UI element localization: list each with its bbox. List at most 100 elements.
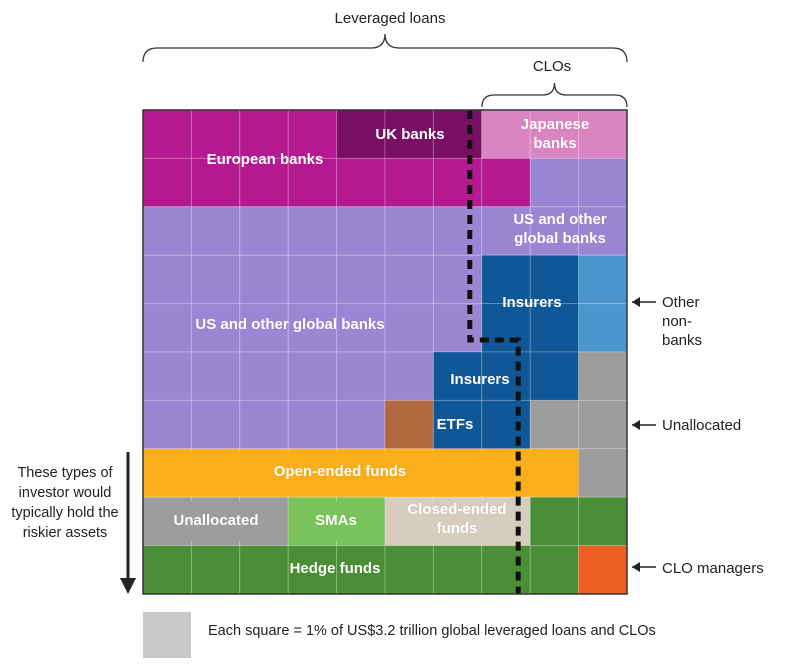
square-us-global-banks-left [432,206,483,256]
square-hedge-funds [481,545,531,595]
square-hedge-funds [190,545,241,595]
square-uk-banks [384,109,434,159]
square-us-global-banks-left [384,254,434,305]
label-unallocated-bottom: Unallocated [173,512,259,529]
square-us-global-banks-left [190,303,241,353]
square-hedge-funds [336,545,386,595]
square-us-global-banks-left [336,254,386,305]
legend-text: Each square = 1% of US$3.2 trillion glob… [208,623,656,639]
square-etfs [384,399,434,450]
square-hedge-funds [384,545,434,595]
square-japanese-banks [481,109,531,159]
square-us-global-banks-left [142,254,192,305]
square-us-global-banks-right [481,206,531,256]
leveraged-loans-brace [142,33,628,63]
label-closed-ended-funds: Closed-ended funds [407,501,507,537]
square-hedge-funds [529,496,580,547]
leveraged-loans-title: Leveraged loans [334,10,446,27]
square-us-global-banks-left [142,351,192,401]
square-insurers-clo [529,254,580,305]
square-other-non-banks [578,303,628,353]
square-us-global-banks-left [190,351,241,401]
square-us-global-banks-left [336,399,386,450]
square-us-global-banks-left [142,399,192,450]
square-other-non-banks [578,254,628,305]
square-unallocated-top [578,351,628,401]
square-us-global-banks-right [529,206,580,256]
band-closed-ended-funds [387,501,529,542]
label-insurers-loans: Insurers [450,371,510,388]
riskier-assets-note: These types of investor would typically … [11,465,119,541]
square-european-banks [432,157,483,208]
square-us-global-banks-left [287,351,338,401]
square-hedge-funds [142,545,192,595]
arrow-clo-managers-icon [632,562,656,572]
label-etfs: ETFs [436,416,474,433]
square-unallocated-top [578,448,628,498]
label-us-global-banks-left: US and other global banks [195,316,385,333]
band-open-ended-funds [143,450,579,496]
square-hedge-funds [529,545,580,595]
square-us-global-banks-left [142,206,192,256]
square-us-global-banks-left [239,303,289,353]
callout-other-non-banks: Other non-banks [662,294,703,349]
square-european-banks [239,157,289,208]
square-us-global-banks-left [190,399,241,450]
label-smas: SMAs [315,512,357,529]
square-insurers-clo [481,399,531,450]
square-european-banks [287,157,338,208]
square-insurers-loans [432,399,483,450]
clos-brace [481,82,628,108]
label-hedge-funds: Hedge funds [289,560,381,577]
square-european-banks [336,157,386,208]
label-japanese-banks: Japanese banks [520,116,590,152]
label-us-global-banks-right: US and other global banks [513,211,607,247]
square-hedge-funds [578,496,628,547]
label-open-ended-funds: Open-ended funds [273,463,407,480]
square-european-banks [190,157,241,208]
square-us-global-banks-left [239,399,289,450]
clo-boundary-dashed-line [467,110,521,594]
square-unallocated-top [578,399,628,450]
square-european-banks [190,109,241,159]
riskier-assets-down-arrow-icon [120,452,136,594]
square-us-global-banks-left [336,303,386,353]
square-us-global-banks-left [432,303,483,353]
square-us-global-banks-left [190,254,241,305]
square-us-global-banks-left [287,254,338,305]
square-european-banks [384,157,434,208]
square-us-global-banks-right [529,157,580,208]
square-clo-managers [578,545,628,595]
callout-unallocated: Unallocated [662,417,742,434]
label-uk-banks: UK banks [375,126,445,143]
legend-swatch [143,612,191,658]
square-us-global-banks-left [336,351,386,401]
label-insurers-clo: Insurers [502,294,562,311]
grid-border [142,109,628,595]
arrow-unallocated-icon [632,420,656,430]
square-us-global-banks-left [239,206,289,256]
square-us-global-banks-left [239,351,289,401]
square-us-global-banks-left [336,206,386,256]
square-insurers-clo [529,351,580,401]
square-european-banks [142,109,192,159]
square-us-global-banks-left [384,303,434,353]
square-european-banks [481,157,531,208]
square-insurers-clo [529,303,580,353]
callout-clo-managers: CLO managers [662,560,764,577]
square-us-global-banks-left [287,206,338,256]
square-european-banks [142,157,192,208]
band-smas [290,501,383,542]
square-japanese-banks [578,109,628,159]
square-us-global-banks-left [287,399,338,450]
band-unallocated-bottom [145,501,287,542]
square-insurers-clo [481,303,531,353]
square-us-global-banks-left [239,254,289,305]
square-us-global-banks-left [432,254,483,305]
square-unallocated-top [529,399,580,450]
square-us-global-banks-right [578,157,628,208]
square-hedge-funds [432,545,483,595]
square-us-global-banks-left [384,351,434,401]
